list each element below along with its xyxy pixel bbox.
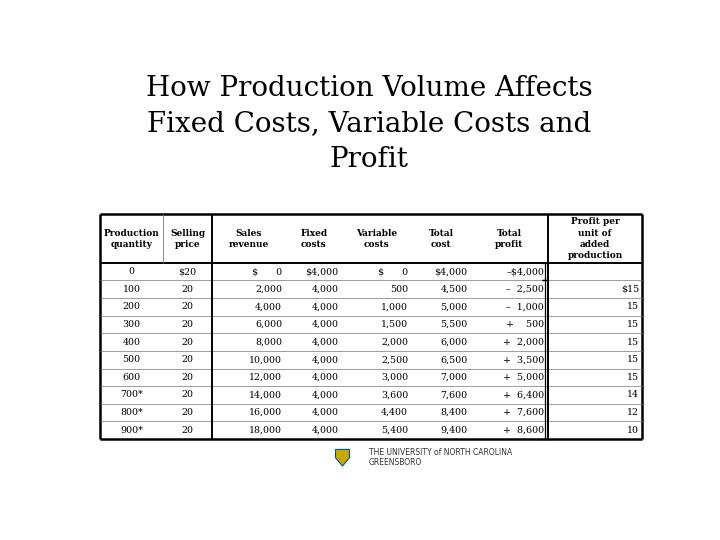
Text: 4,000: 4,000 [312, 408, 338, 417]
Text: 6,500: 6,500 [441, 355, 468, 364]
Text: 800*: 800* [120, 408, 143, 417]
Text: 20: 20 [181, 302, 194, 312]
Text: 4,000: 4,000 [312, 285, 338, 294]
Text: 15: 15 [627, 373, 639, 382]
Text: How Production Volume Affects: How Production Volume Affects [145, 75, 593, 102]
Text: 20: 20 [181, 338, 194, 347]
Text: Variable
costs: Variable costs [356, 228, 397, 249]
Text: Profit: Profit [330, 146, 408, 173]
Text: 14,000: 14,000 [249, 390, 282, 400]
Text: +  7,600: + 7,600 [503, 408, 544, 417]
Text: 4,400: 4,400 [381, 408, 408, 417]
Text: 2,000: 2,000 [255, 285, 282, 294]
Text: 4,500: 4,500 [441, 285, 468, 294]
Text: Selling
price: Selling price [170, 228, 205, 249]
Text: –$4,000: –$4,000 [506, 267, 544, 276]
Text: 0: 0 [128, 267, 135, 276]
Text: 1,000: 1,000 [381, 302, 408, 312]
Text: 400: 400 [122, 338, 140, 347]
Text: 20: 20 [181, 285, 194, 294]
Text: 8,000: 8,000 [255, 338, 282, 347]
Text: 1,500: 1,500 [381, 320, 408, 329]
Text: 15: 15 [627, 338, 639, 347]
Text: THE UNIVERSITY of NORTH CAROLINA
GREENSBORO: THE UNIVERSITY of NORTH CAROLINA GREENSB… [369, 448, 512, 468]
Text: 7,000: 7,000 [441, 373, 468, 382]
Text: 4,000: 4,000 [312, 338, 338, 347]
Text: 700*: 700* [120, 390, 143, 400]
Text: 15: 15 [627, 320, 639, 329]
Text: 100: 100 [122, 285, 140, 294]
Text: Fixed
costs: Fixed costs [300, 228, 328, 249]
Text: Total
profit: Total profit [495, 228, 523, 249]
Text: 20: 20 [181, 408, 194, 417]
Text: $      0: $ 0 [252, 267, 282, 276]
Text: 18,000: 18,000 [249, 426, 282, 435]
Text: 4,000: 4,000 [312, 373, 338, 382]
Text: 2,000: 2,000 [381, 338, 408, 347]
Text: $      0: $ 0 [378, 267, 408, 276]
Text: Sales
revenue: Sales revenue [229, 228, 269, 249]
Text: $4,000: $4,000 [305, 267, 338, 276]
Text: 300: 300 [122, 320, 140, 329]
Text: 15: 15 [627, 302, 639, 312]
Polygon shape [336, 449, 349, 466]
Text: 200: 200 [122, 302, 140, 312]
Text: Production
quantity: Production quantity [104, 228, 159, 249]
Text: 900*: 900* [120, 426, 143, 435]
Text: 20: 20 [181, 373, 194, 382]
Text: 9,400: 9,400 [441, 426, 468, 435]
Text: +  3,500: + 3,500 [503, 355, 544, 364]
Text: +  5,000: + 5,000 [503, 373, 544, 382]
Text: +  6,400: + 6,400 [503, 390, 544, 400]
Text: 3,000: 3,000 [381, 373, 408, 382]
Text: 6,000: 6,000 [255, 320, 282, 329]
Text: 4,000: 4,000 [312, 390, 338, 400]
Text: 20: 20 [181, 390, 194, 400]
Text: +    500: + 500 [506, 320, 544, 329]
Text: $20: $20 [179, 267, 197, 276]
Text: +  2,000: + 2,000 [503, 338, 544, 347]
Text: 10,000: 10,000 [249, 355, 282, 364]
Text: 4,000: 4,000 [255, 302, 282, 312]
Text: Fixed Costs, Variable Costs and: Fixed Costs, Variable Costs and [147, 111, 591, 138]
Text: 15: 15 [627, 355, 639, 364]
Text: 500: 500 [390, 285, 408, 294]
Text: +  8,600: + 8,600 [503, 426, 544, 435]
Text: 4,000: 4,000 [312, 320, 338, 329]
Text: 12: 12 [627, 408, 639, 417]
Text: 600: 600 [122, 373, 140, 382]
Text: 12,000: 12,000 [249, 373, 282, 382]
Text: 2,500: 2,500 [381, 355, 408, 364]
Text: 500: 500 [122, 355, 140, 364]
Text: 4,000: 4,000 [312, 355, 338, 364]
Text: 4,000: 4,000 [312, 426, 338, 435]
Text: 10: 10 [627, 426, 639, 435]
Text: 5,500: 5,500 [441, 320, 468, 329]
Text: 20: 20 [181, 355, 194, 364]
Text: $4,000: $4,000 [435, 267, 468, 276]
Text: 7,600: 7,600 [441, 390, 468, 400]
Text: 20: 20 [181, 320, 194, 329]
Text: 5,000: 5,000 [441, 302, 468, 312]
Text: 14: 14 [627, 390, 639, 400]
Text: 8,400: 8,400 [441, 408, 468, 417]
Text: $15: $15 [621, 285, 639, 294]
Text: 6,000: 6,000 [441, 338, 468, 347]
Text: Total
cost: Total cost [428, 228, 454, 249]
Text: Profit per
unit of
added
production: Profit per unit of added production [567, 218, 623, 260]
Text: 3,600: 3,600 [381, 390, 408, 400]
Text: –  2,500: – 2,500 [506, 285, 544, 294]
Text: 16,000: 16,000 [249, 408, 282, 417]
Text: –  1,000: – 1,000 [506, 302, 544, 312]
Text: 5,400: 5,400 [381, 426, 408, 435]
Text: 4,000: 4,000 [312, 302, 338, 312]
Text: 20: 20 [181, 426, 194, 435]
